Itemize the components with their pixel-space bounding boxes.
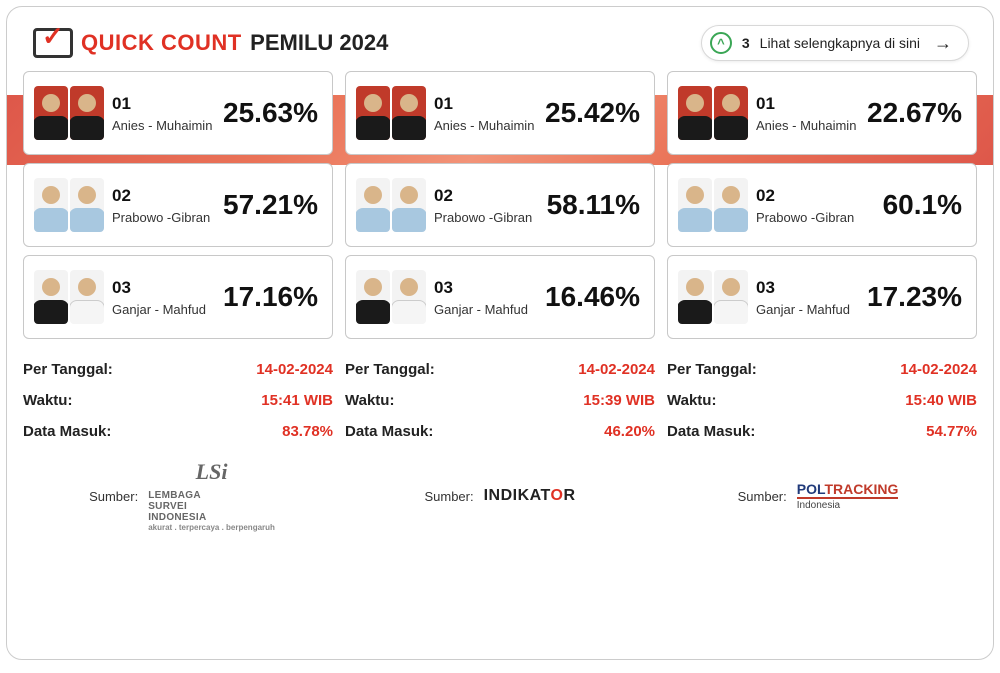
result-card: 02 Prabowo -Gibran 60.1%	[667, 163, 977, 247]
header: QUICK COUNT PEMILU 2024 ^ 3 Lihat seleng…	[7, 7, 993, 71]
candidate-names: Ganjar - Mahfud	[434, 302, 528, 317]
percentage: 22.67%	[867, 97, 962, 129]
result-card: 03 Ganjar - Mahfud 16.46%	[345, 255, 655, 339]
candidate-names: Anies - Muhaimin	[756, 118, 856, 133]
data-in-value: 54.77%	[926, 423, 977, 440]
data-in-label: Data Masuk:	[345, 423, 433, 440]
meta-col-1: Per Tanggal: 14-02-2024 Waktu: 15:41 WIB D…	[23, 361, 333, 454]
candidate-photos	[356, 178, 426, 232]
candidate-names: Prabowo -Gibran	[756, 210, 854, 225]
time-label: Waktu:	[23, 392, 72, 409]
page-title: QUICK COUNT PEMILU 2024	[81, 30, 388, 56]
candidate-names: Prabowo -Gibran	[434, 210, 532, 225]
result-card: 01 Anies - Muhaimin 25.42%	[345, 71, 655, 155]
source-label: Sumber:	[89, 489, 138, 504]
candidate-names: Anies - Muhaimin	[434, 118, 534, 133]
candidate-number: 03	[112, 278, 206, 298]
candidate-number: 01	[756, 94, 856, 114]
percentage: 60.1%	[883, 189, 962, 221]
sources-row: Sumber: LSi LEMBAGA SURVEI INDONESIA aku…	[7, 460, 993, 543]
source-label: Sumber:	[424, 489, 473, 504]
percentage: 58.11%	[547, 189, 640, 221]
candidate-names: Anies - Muhaimin	[112, 118, 212, 133]
column-3: 01 Anies - Muhaimin 22.67% 02 Prabowo -G…	[667, 71, 977, 339]
candidate-number: 03	[756, 278, 850, 298]
source-col-3: Sumber: POLTRACKING Indonesia	[659, 460, 977, 533]
lsi-logo: LSi LEMBAGA SURVEI INDONESIA akurat . te…	[148, 460, 275, 533]
percentage: 17.23%	[867, 281, 962, 313]
meta-col-3: Per Tanggal: 14-02-2024 Waktu: 15:40 WIB D…	[667, 361, 977, 454]
more-text: Lihat selengkapnya di sini	[760, 35, 920, 51]
date-value: 14-02-2024	[578, 361, 655, 378]
result-card: 03 Ganjar - Mahfud 17.23%	[667, 255, 977, 339]
candidate-photos	[34, 270, 104, 324]
chevron-up-icon: ^	[710, 32, 732, 54]
column-2: 01 Anies - Muhaimin 25.42% 02 Prabowo -G…	[345, 71, 655, 339]
results-columns: 01 Anies - Muhaimin 25.63% 02 Prabowo -G…	[7, 71, 993, 339]
data-in-label: Data Masuk:	[667, 423, 755, 440]
result-card: 01 Anies - Muhaimin 22.67%	[667, 71, 977, 155]
poltracking-logo: POLTRACKING Indonesia	[797, 481, 899, 511]
candidate-number: 01	[434, 94, 534, 114]
date-label: Per Tanggal:	[23, 361, 113, 378]
candidate-names: Prabowo -Gibran	[112, 210, 210, 225]
candidate-photos	[356, 270, 426, 324]
title-red: QUICK COUNT	[81, 30, 242, 55]
arrow-right-icon: →	[934, 33, 952, 54]
title-black: PEMILU 2024	[250, 30, 388, 55]
candidate-number: 02	[434, 186, 532, 206]
metadata-row: Per Tanggal: 14-02-2024 Waktu: 15:41 WIB D…	[7, 339, 993, 460]
percentage: 17.16%	[223, 281, 318, 313]
source-col-2: Sumber: INDIKATOR	[341, 460, 659, 533]
candidate-number: 01	[112, 94, 212, 114]
data-in-label: Data Masuk:	[23, 423, 111, 440]
main-frame: QUICK COUNT PEMILU 2024 ^ 3 Lihat seleng…	[6, 6, 994, 660]
percentage: 57.21%	[223, 189, 318, 221]
percentage: 16.46%	[545, 281, 640, 313]
date-value: 14-02-2024	[256, 361, 333, 378]
candidate-photos	[34, 178, 104, 232]
candidate-photos	[356, 86, 426, 140]
percentage: 25.63%	[223, 97, 318, 129]
date-value: 14-02-2024	[900, 361, 977, 378]
time-value: 15:40 WIB	[905, 392, 977, 409]
candidate-photos	[678, 270, 748, 324]
data-in-value: 83.78%	[282, 423, 333, 440]
result-card: 02 Prabowo -Gibran 57.21%	[23, 163, 333, 247]
time-label: Waktu:	[345, 392, 394, 409]
indikator-logo: INDIKATOR	[484, 487, 576, 505]
candidate-number: 03	[434, 278, 528, 298]
percentage: 25.42%	[545, 97, 640, 129]
candidate-photos	[678, 86, 748, 140]
see-more-link[interactable]: ^ 3 Lihat selengkapnya di sini →	[701, 25, 969, 61]
candidate-number: 02	[756, 186, 854, 206]
candidate-photos	[34, 86, 104, 140]
result-card: 03 Ganjar - Mahfud 17.16%	[23, 255, 333, 339]
candidate-names: Ganjar - Mahfud	[112, 302, 206, 317]
result-card: 02 Prabowo -Gibran 58.11%	[345, 163, 655, 247]
data-in-value: 46.20%	[604, 423, 655, 440]
source-label: Sumber:	[738, 489, 787, 504]
date-label: Per Tanggal:	[667, 361, 757, 378]
meta-col-2: Per Tanggal: 14-02-2024 Waktu: 15:39 WIB D…	[345, 361, 655, 454]
candidate-names: Ganjar - Mahfud	[756, 302, 850, 317]
candidate-photos	[678, 178, 748, 232]
column-1: 01 Anies - Muhaimin 25.63% 02 Prabowo -G…	[23, 71, 333, 339]
more-number: 3	[742, 35, 750, 51]
result-card: 01 Anies - Muhaimin 25.63%	[23, 71, 333, 155]
time-value: 15:39 WIB	[583, 392, 655, 409]
ballot-check-icon	[31, 25, 75, 61]
time-label: Waktu:	[667, 392, 716, 409]
source-col-1: Sumber: LSi LEMBAGA SURVEI INDONESIA aku…	[23, 460, 341, 533]
date-label: Per Tanggal:	[345, 361, 435, 378]
time-value: 15:41 WIB	[261, 392, 333, 409]
candidate-number: 02	[112, 186, 210, 206]
